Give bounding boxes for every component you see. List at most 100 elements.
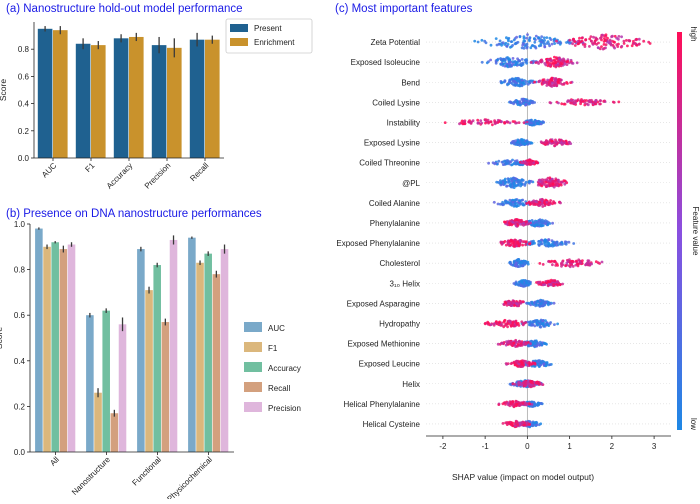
panel-c-point-zeta-potential-low: [533, 44, 536, 48]
panel-c-point-instability-high: [505, 120, 509, 123]
panel-c-point-instability-low: [528, 119, 531, 122]
panel-c-point-coiled-alanine-low: [515, 204, 519, 208]
panel-c-point-exposed-isoleucine-low: [499, 58, 503, 61]
panel-c-point-exposed-phenylalanine-low: [567, 240, 571, 244]
panel-c-point-exposed-isoleucine-high: [552, 58, 556, 62]
panel-c-point-coiled-lysine-low: [524, 102, 528, 106]
panel-c-point-coiled-lysine-high: [594, 99, 597, 103]
panel-c-point-cholesterol-high: [565, 261, 569, 265]
panel-c-point-helix-high: [524, 382, 527, 386]
panel-c-point-coiled-lysine-high: [562, 102, 566, 106]
panel-b-bar-precision-all: [67, 244, 76, 452]
panel-c-point-zeta-potential-low: [533, 40, 537, 44]
panel-c-point-bend-high: [569, 81, 572, 84]
panel-c-point-exposed-asparagine-high: [521, 300, 525, 303]
panel-a-ylabel: Score: [0, 79, 8, 101]
panel-c-point-hydropathy-high: [520, 320, 524, 324]
panel-c-point-coiled-alanine-high: [541, 205, 545, 208]
panel-c-point-pl-low: [519, 180, 523, 183]
panel-b-ytick-label: 1.0: [14, 220, 26, 229]
panel-c-point-hydropathy-low: [530, 323, 534, 327]
panel-c-point-exposed-phenylalanine-low: [537, 244, 541, 247]
panel-c-point-exposed-phenylalanine-low: [537, 240, 540, 243]
panel-c-feature-label-zeta-potential: Zeta Potential: [371, 38, 421, 47]
panel-c-point-zeta-potential-high: [635, 37, 638, 41]
panel-b-xtick-nanostructure: Nanostructure: [70, 455, 112, 497]
panel-c-point-zeta-potential-low: [507, 36, 511, 40]
panel-c-feature-label-exposed-methionine: Exposed Methionine: [348, 340, 421, 349]
panel-c-title: (c) Most important features: [335, 3, 473, 15]
panel-c-point-zeta-potential-high: [642, 39, 646, 43]
panel-c-point-phenylalanine-low: [551, 221, 554, 225]
panel-c-point-hydropathy-high: [510, 324, 513, 328]
panel-b-ytick-label: 0.2: [14, 402, 26, 411]
panel-c-point-cholesterol-low: [515, 261, 518, 265]
panel-c-point-hydropathy-high: [506, 325, 509, 329]
panel-b-bar-f1-physicochemical: [196, 262, 204, 452]
panel-c-point-phenylalanine-low: [542, 219, 545, 223]
panel-c-point-helical-phenylalanine-high: [510, 402, 514, 406]
panel-c-point-3-helix-high: [561, 282, 564, 286]
panel-c-point-exposed-methionine-high: [505, 340, 508, 343]
panel-a-ytick-label: 0.8: [18, 45, 30, 54]
panel-c-point-pl-high: [551, 179, 555, 183]
panel-c-point-3-helix-high: [558, 283, 562, 287]
panel-c-point-instability-low: [539, 122, 543, 126]
panel-b-bar-recall-functional: [161, 322, 170, 452]
panel-c-point-pl-high: [560, 181, 564, 184]
panel-c-point-instability-high: [496, 118, 500, 122]
panel-c-point-cholesterol-high: [572, 260, 575, 264]
panel-a-xtick-precision: Precision: [143, 161, 173, 191]
panel-c-point-zeta-potential-low: [525, 42, 529, 46]
panel-c-point-exposed-asparagine-high: [504, 301, 508, 305]
panel-c-point-bend-low: [514, 84, 517, 87]
panel-a-bar-enrichment-accuracy: [129, 36, 144, 158]
panel-c-point-bend-high: [563, 82, 566, 85]
panel-c-point-exposed-lysine-low: [516, 140, 520, 143]
panel-c-point-zeta-potential-low: [512, 38, 516, 42]
panel-c-point-cholesterol-high: [564, 264, 567, 268]
panel-c-point-exposed-asparagine-low: [539, 301, 542, 305]
panel-a-bars: [37, 26, 220, 159]
panel-a-ytick-label: 0.4: [18, 100, 30, 109]
panel-c-point-zeta-potential-high: [602, 37, 606, 40]
panel-c-point-phenylalanine-high: [507, 221, 511, 225]
panel-c-point-zeta-potential-low: [542, 36, 546, 40]
panel-c-point-phenylalanine-high: [516, 224, 520, 227]
panel-c-point-coiled-alanine-high: [545, 200, 548, 204]
panel-c-point-exposed-leucine-high: [504, 362, 508, 365]
panel-c-point-zeta-potential-high: [613, 34, 617, 38]
panel-a-legend-swatch-present: [230, 24, 248, 32]
panel-c-point-coiled-lysine-high: [617, 100, 621, 104]
panel-c-point-exposed-phenylalanine-low: [530, 240, 534, 244]
panel-c-feature-hydropathy: [483, 318, 559, 329]
panel-c-point-exposed-isoleucine-low: [525, 61, 529, 65]
panel-c-point-phenylalanine-low: [548, 222, 552, 225]
panel-c-point-exposed-isoleucine-low: [531, 61, 535, 64]
panel-c-point-helical-phenylalanine-low: [530, 400, 534, 404]
panel-c-feature-label-coiled-threonine: Coiled Threonine: [359, 159, 420, 168]
panel-c-xtick-label: 0: [525, 442, 530, 451]
panel-c-feature-label-phenylalanine: Phenylalanine: [370, 219, 421, 228]
panel-c-point-instability-high: [484, 121, 487, 125]
panel-c-point-exposed-isoleucine-high: [538, 59, 542, 63]
panel-c-point-exposed-asparagine-high: [516, 304, 520, 308]
panel-c-point-coiled-lysine-high: [569, 99, 572, 103]
panel-a-bar-present-accuracy: [113, 38, 129, 158]
panel-c-point-exposed-isoleucine-low: [480, 60, 484, 64]
panel-c-point-zeta-potential-low: [515, 35, 518, 39]
panel-c-point-zeta-potential-low: [511, 44, 514, 47]
panel-c-feature-label-exposed-isoleucine: Exposed Isoleucine: [351, 58, 421, 67]
panel-c-point-pl-low: [514, 177, 517, 181]
panel-c-point-exposed-lysine-low: [516, 142, 520, 146]
panel-c-point-bend-low: [514, 76, 518, 80]
panel-c-point-bend-high: [541, 78, 545, 82]
panel-c-point-coiled-lysine-high: [570, 101, 573, 105]
panel-c-point-exposed-isoleucine-low: [485, 61, 489, 65]
panel-c-point-bend-low: [527, 80, 531, 84]
panel-c-point-exposed-leucine-high: [526, 364, 530, 368]
panel-c-point-exposed-methionine-high: [529, 342, 532, 346]
panel-c-point-3-helix-low: [512, 282, 516, 285]
panel-c-point-exposed-asparagine-low: [538, 305, 542, 308]
panel-c-point-phenylalanine-high: [515, 218, 519, 222]
